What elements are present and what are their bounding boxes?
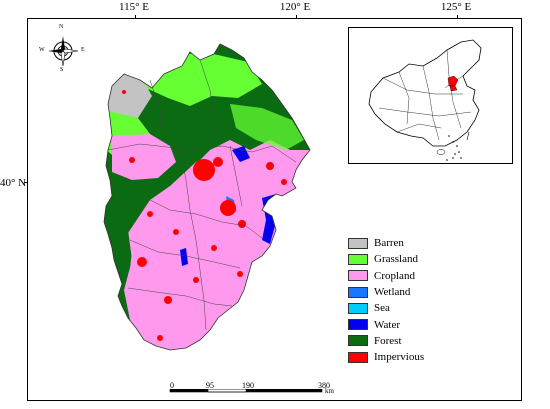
north-arrow-compass: N S E W (39, 24, 85, 73)
scale-tick-label: 0 (170, 381, 174, 390)
legend-label: Impervious (374, 351, 425, 364)
scale-unit-label: km (325, 387, 334, 395)
scale-bar-graphic (169, 389, 323, 393)
legend-label: Barren (374, 237, 404, 250)
compass-rose-icon (48, 36, 79, 67)
legend-label: Forest (374, 334, 402, 347)
legend-label: Cropland (374, 269, 415, 282)
legend-item-forest: Forest (348, 333, 424, 349)
legend-swatch (348, 335, 368, 347)
map-legend: Barren Grassland Cropland Wetland Sea Water Fo… (348, 235, 424, 365)
longitude-label-115: 115° E (119, 1, 149, 13)
legend-item-water: Water (348, 316, 424, 332)
legend-item-barren: Barren (348, 235, 424, 251)
longitude-label-125: 125° E (440, 1, 472, 13)
frame-tick (135, 15, 136, 19)
legend-swatch (348, 253, 368, 265)
legend-swatch (348, 351, 368, 363)
frame-tick (24, 182, 28, 183)
legend-item-cropland: Cropland (348, 268, 424, 284)
compass-west-label: W (39, 47, 45, 53)
compass-north-label: N (59, 24, 64, 30)
frame-tick (457, 15, 458, 19)
legend-item-grassland: Grassland (348, 251, 424, 267)
scale-tick-label: 95 (206, 381, 214, 390)
legend-swatch (348, 237, 368, 249)
frame-tick (296, 15, 297, 19)
longitude-label-120: 120° E (279, 1, 311, 13)
compass-east-label: E (81, 47, 85, 53)
legend-label: Wetland (374, 286, 411, 299)
china-locator-map-icon (368, 39, 482, 161)
latitude-label-40: 40° N (0, 177, 27, 189)
legend-label: Water (374, 318, 400, 331)
legend-swatch (348, 286, 368, 298)
compass-south-label: S (60, 67, 64, 73)
legend-item-impervious: Impervious (348, 349, 424, 365)
legend-swatch (348, 270, 368, 282)
legend-item-sea: Sea (348, 300, 424, 316)
map-frame (24, 15, 522, 401)
scale-tick-label: 380 (318, 381, 330, 390)
inset-locator-map (348, 27, 513, 164)
legend-label: Sea (374, 302, 390, 315)
legend-item-wetland: Wetland (348, 284, 424, 300)
legend-label: Grassland (374, 253, 418, 266)
scale-tick-label: 190 (242, 381, 254, 390)
legend-swatch (348, 319, 368, 331)
legend-swatch (348, 302, 368, 314)
